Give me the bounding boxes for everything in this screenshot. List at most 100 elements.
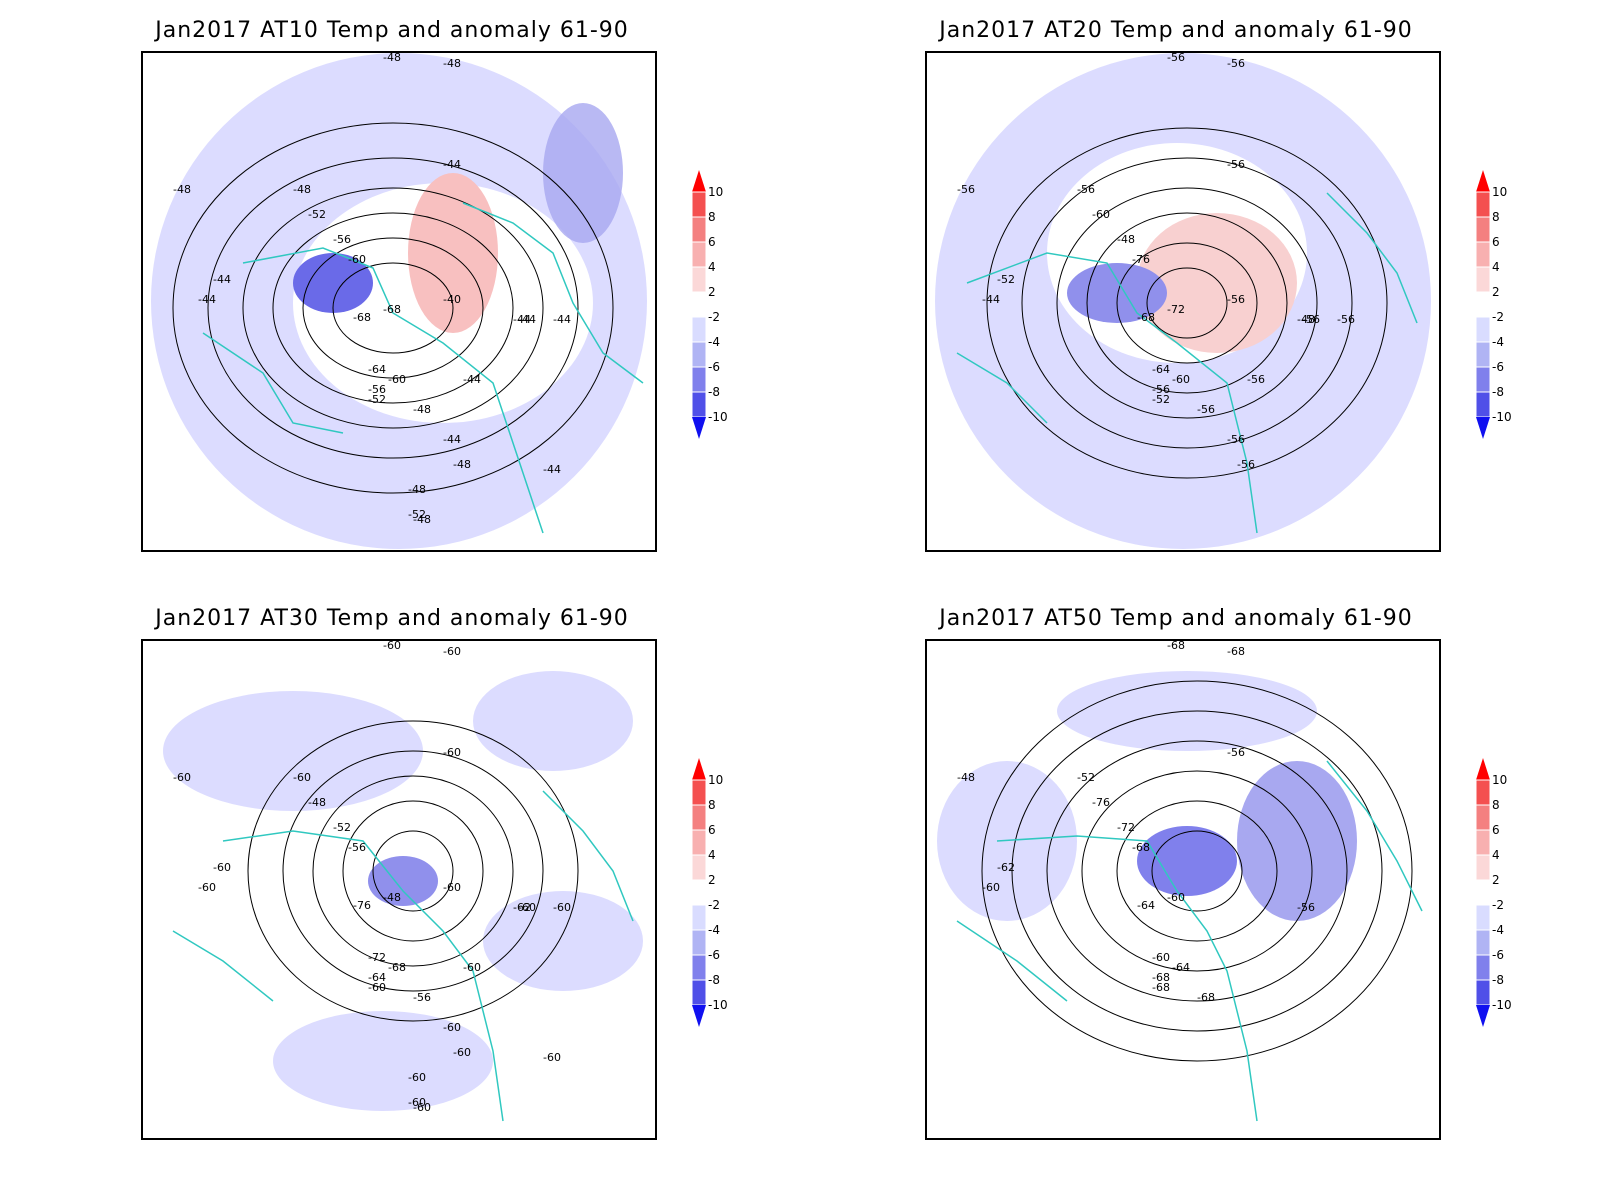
panel-title-at20: Jan2017 AT20 Temp and anomaly 61-90 [939,18,1413,43]
contour-label: -60 [443,881,461,894]
contour-labels-at50: -68 -68-48 -52-56-62-60-56-76-72-68-60-64-… [957,641,1315,1004]
contour-label: -56 [1227,433,1245,446]
colorbar-label: -6 [708,360,720,374]
contour-label: -60 [413,1101,431,1114]
colorbar-at50: 10 8 6 4 2 -2 -4 -6 -8 -10 [1470,758,1540,1038]
colorbar-swatch [691,979,707,1006]
colorbar-swatch [1475,954,1491,981]
contour-label: -68 [1152,971,1170,984]
panel-title-at50: Jan2017 AT50 Temp and anomaly 61-90 [939,606,1413,631]
contour-label: -64 [368,971,386,984]
contour-label: -60 [173,771,191,784]
contour-label: -60 [443,746,461,759]
contour-label: -60 [408,1071,426,1084]
contour-label: -48 [383,891,401,904]
contour-label: -52 [368,393,386,406]
colorbar-label: 6 [708,235,716,249]
contour-label: -48 [443,57,461,70]
colorbar-swatch [691,929,707,956]
contour-label: -48 [383,53,401,64]
contour-label: -60 [383,641,401,652]
map-at30: -60 -60 -60 -60 -60 -60 -60 -62 -48 -52 -56 -48 -76-… [141,639,657,1140]
colorbar-swatch [691,291,707,318]
contour-label: -48 [173,183,191,196]
colorbar-label: -8 [708,385,720,399]
colorbar-label: 10 [708,185,723,199]
contour-label: -60 [982,881,1000,894]
contour-label: -44 [513,313,531,326]
colorbar-max-arrow [692,758,706,780]
colorbar-swatch [691,779,707,806]
colorbar-swatch [1475,341,1491,368]
contour-label: -56 [413,991,431,1004]
contour-label: -64 [1172,961,1190,974]
contour-label: -60 [1172,373,1190,386]
contour-label: -48 [413,403,431,416]
contour-label: -60 [1167,891,1185,904]
contour-label: -60 [408,1096,426,1109]
colorbar-label: -2 [708,898,720,912]
contour-label: -52 [408,508,426,521]
contour-label: -48 [408,483,426,496]
colorbar-label: -2 [1492,898,1504,912]
colorbar-max-arrow [1476,758,1490,780]
contour-label: -56 [1152,383,1170,396]
contour-label: -48 [453,458,471,471]
contour-label: -44 [443,433,461,446]
colorbar-label: -2 [708,310,720,324]
colorbar-swatch [691,904,707,931]
colorbar-label: 10 [1492,773,1507,787]
contour-label: -44 [463,373,481,386]
contour-label: -68 [1167,641,1185,652]
contour-label: -56 [1237,458,1255,471]
contour-label: -44 [443,158,461,171]
colorbar-swatch [691,191,707,218]
colorbar-label: 2 [708,285,716,299]
colorbar-at30: 10 8 6 4 2 -2 -4 -6 -8 -10 [686,758,756,1038]
colorbar-label: 8 [708,798,716,812]
contour-label: -44 [213,273,231,286]
contour-label: -48 [1117,233,1135,246]
map-at50: -68 -68 -48 -52 -56 -62 -60 -56 -76 -72 -68 -60 -64-… [925,639,1441,1140]
colorbar-label: 8 [1492,798,1500,812]
contour-labels-at30: -60 -60-60 -60-60-60-60-62-48-52-56-48-76-… [173,641,571,1114]
contour-label: -68 [383,303,401,316]
panel-title-at30: Jan2017 AT30 Temp and anomaly 61-90 [155,606,629,631]
contour-label: -56 [1167,53,1185,64]
colorbar-swatch [1475,854,1491,881]
contour-label: -44 [982,293,1000,306]
colorbar-swatch [691,391,707,418]
contour-label: -60 [388,373,406,386]
contour-label: -48 [1297,313,1315,326]
colorbar-min-arrow [692,417,706,439]
contour-label: -64 [1137,899,1155,912]
contour-label: -48 [308,796,326,809]
contour-label: -48 [413,513,431,526]
colorbar-swatch [1475,266,1491,293]
contour-label: -44 [198,293,216,306]
polar-map-at20: -56 -56-56 -56-56-52-44-48-60-48-76-72-68-… [935,53,1431,549]
contour-label: -76 [1132,253,1150,266]
contour-label: -64 [368,363,386,376]
contour-label: -60 [1152,951,1170,964]
colorbar-label: 4 [708,848,716,862]
colorbar-label: -4 [708,335,720,349]
contour-label: -56 [1227,293,1245,306]
colorbar-min-arrow [1476,1005,1490,1027]
contour-label: -60 [553,901,571,914]
colorbar-label: 10 [708,773,723,787]
contour-label: -72 [368,951,386,964]
contour-label: -60 [463,961,481,974]
colorbar-label: 8 [708,210,716,224]
colorbar-swatch [691,216,707,243]
contour-label: -68 [1227,645,1245,658]
colorbar-swatch [1475,241,1491,268]
contour-label: -76 [353,899,371,912]
colorbar-swatch [1475,879,1491,906]
contour-label: -60 [213,861,231,874]
contour-label: -44 [518,313,536,326]
contour-label: -60 [443,645,461,658]
contour-labels-at20: -56 -56-56 -56-56-52-44-48-60-48-76-72-68-… [957,53,1355,471]
colorbar-label: -4 [708,923,720,937]
contour-label: -52 [1152,393,1170,406]
